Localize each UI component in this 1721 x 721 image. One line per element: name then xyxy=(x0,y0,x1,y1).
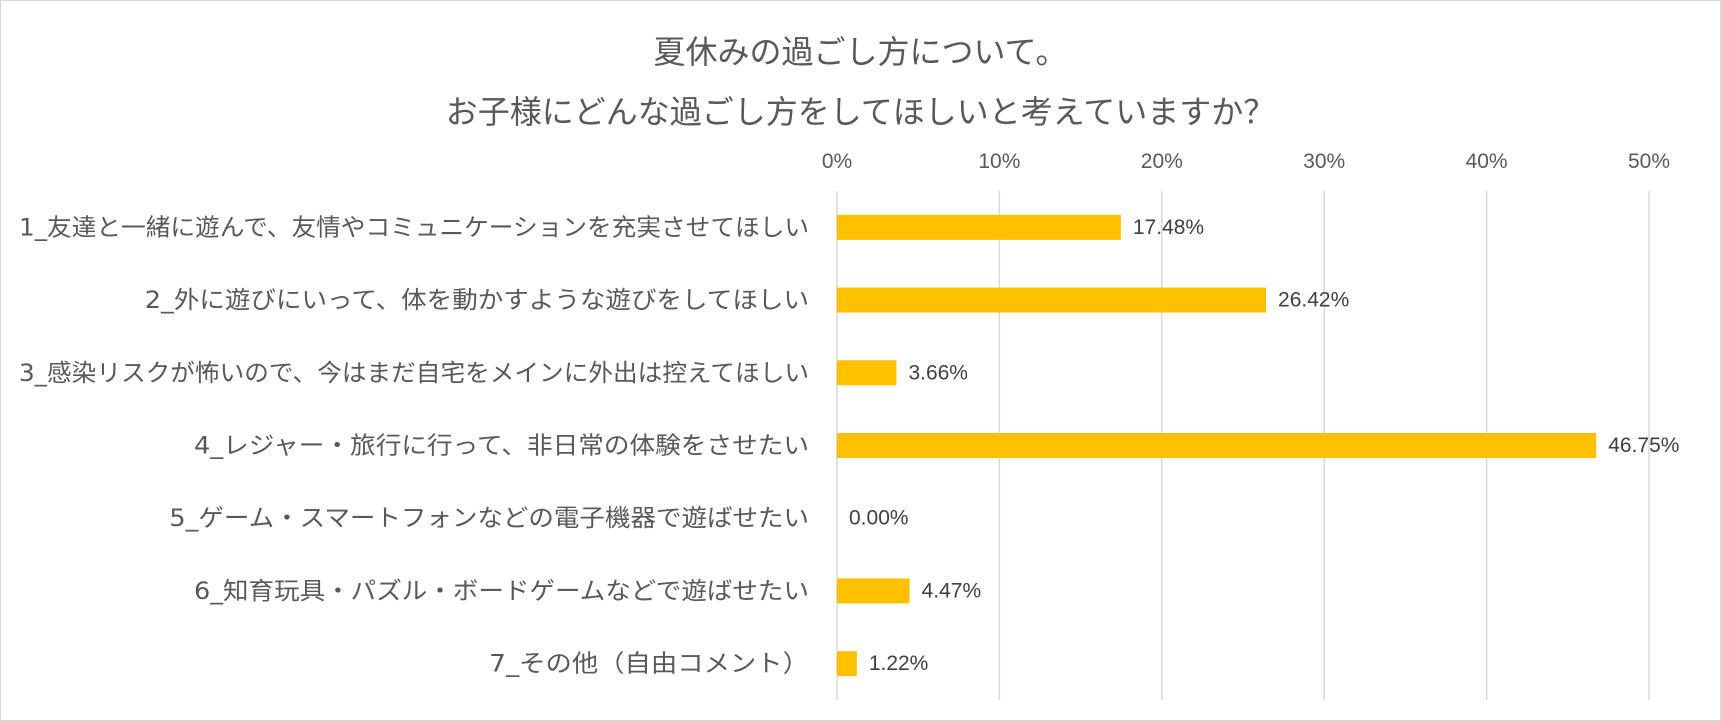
bar xyxy=(837,287,1267,313)
category-label: 2_外に遊びにいって、体を動かすような遊びをしてほしい xyxy=(145,286,809,314)
category-label: 6_知育玩具・パズル・ボードゲームなどで遊ばせたい xyxy=(194,577,809,605)
category-label: 4_レジャー・旅行に行って、非日常の体験をさせたい xyxy=(194,432,809,460)
bar xyxy=(837,433,1597,458)
x-tick-label: 30% xyxy=(1303,150,1345,173)
data-label: 1.22% xyxy=(869,652,929,675)
chart-title-line-2: お子様にどんな過ごし方をしてほしいと考えていますか？ xyxy=(445,93,1276,131)
data-label: 3.66% xyxy=(908,361,968,384)
category-label: 3_感染リスクが怖いので、今はまだ自宅をメインに外出は控えてほしい xyxy=(19,359,809,387)
data-label: 0.00% xyxy=(849,507,909,530)
data-label: 4.47% xyxy=(922,579,982,602)
data-label: 46.75% xyxy=(1608,434,1679,457)
x-tick-label: 20% xyxy=(1141,150,1183,173)
x-tick-label: 10% xyxy=(978,150,1020,173)
category-label: 5_ゲーム・スマートフォンなどの電子機器で遊ばせたい xyxy=(169,504,809,532)
data-label: 26.42% xyxy=(1278,289,1349,312)
bar xyxy=(837,214,1121,240)
bar xyxy=(837,578,910,604)
chart-title-line-1: 夏休みの過ごし方について。 xyxy=(653,33,1068,71)
x-tick-label: 0% xyxy=(822,150,852,173)
bar xyxy=(837,360,897,386)
bar xyxy=(837,651,857,677)
x-tick-label: 50% xyxy=(1628,150,1670,173)
data-label: 17.48% xyxy=(1133,216,1204,239)
category-label: 7_その他（自由コメント） xyxy=(489,650,809,678)
x-tick-label: 40% xyxy=(1466,150,1508,173)
category-label: 1_友達と一緒に遊んで、友情やコミュニケーションを充実させてほしい xyxy=(19,213,809,241)
